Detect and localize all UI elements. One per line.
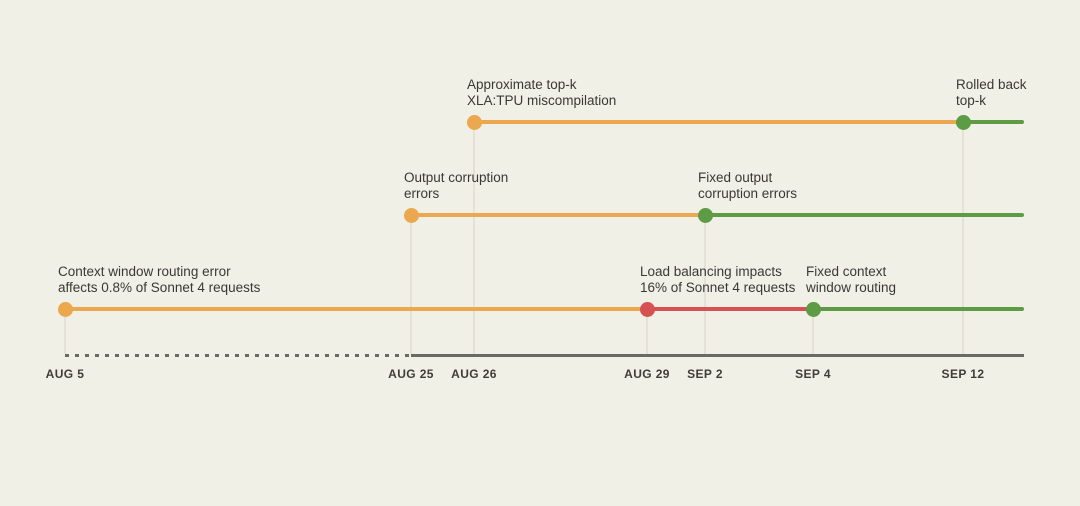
event-label-line: Output corruption bbox=[404, 170, 509, 185]
timeline-segment-incident bbox=[65, 307, 647, 311]
event-dot-resolved bbox=[805, 301, 821, 317]
event-label-line: 16% of Sonnet 4 requests bbox=[640, 279, 796, 295]
event-label-line: corruption errors bbox=[698, 185, 798, 201]
event-label-line: Approximate top-k bbox=[467, 77, 577, 92]
event-label-line: window routing bbox=[806, 279, 897, 295]
event-dropline bbox=[646, 309, 648, 354]
event-label-line: top-k bbox=[956, 92, 987, 108]
event-dropline bbox=[704, 215, 706, 354]
event-label-line: Load balancing impacts bbox=[640, 264, 782, 279]
event-dropline bbox=[473, 122, 475, 354]
event-label: Context window routing error affects 0.8%… bbox=[58, 264, 260, 295]
timeline-segment-resolved bbox=[813, 307, 1024, 311]
axis-tick-label: SEP 4 bbox=[795, 367, 831, 381]
event-label-line: errors bbox=[404, 185, 440, 201]
event-dropline bbox=[64, 309, 66, 354]
timeline-segment-degradation bbox=[647, 307, 813, 311]
axis-line-solid bbox=[411, 354, 1024, 357]
event-label: Approximate top-k XLA:TPU miscompilation bbox=[467, 77, 616, 108]
event-dropline bbox=[962, 122, 964, 354]
event-label: Output corruption errors bbox=[404, 170, 508, 201]
axis-tick-label: AUG 5 bbox=[45, 367, 85, 381]
axis-tick-label: SEP 2 bbox=[687, 367, 723, 381]
axis-tick-label: AUG 29 bbox=[624, 367, 670, 381]
event-dot-incident bbox=[57, 301, 73, 317]
timeline-segment-incident bbox=[411, 213, 705, 217]
event-label: Load balancing impacts 16% of Sonnet 4 re… bbox=[640, 264, 795, 295]
event-label: Rolled back top-k bbox=[956, 77, 1027, 108]
event-dot-resolved bbox=[697, 207, 713, 223]
event-label: Fixed context window routing bbox=[806, 264, 896, 295]
event-label-line: Context window routing error bbox=[58, 264, 231, 279]
timeline-segment-resolved bbox=[963, 120, 1024, 124]
event-label-line: Rolled back bbox=[956, 77, 1027, 92]
event-label-line: Fixed output bbox=[698, 170, 773, 185]
timeline-segment-resolved bbox=[705, 213, 1024, 217]
event-label: Fixed output corruption errors bbox=[698, 170, 797, 201]
event-label-line: affects 0.8% of Sonnet 4 requests bbox=[58, 279, 261, 295]
event-dot-resolved bbox=[955, 114, 971, 130]
event-label-line: XLA:TPU miscompilation bbox=[467, 92, 617, 108]
event-dot-incident bbox=[466, 114, 482, 130]
event-dot-degradation bbox=[639, 301, 655, 317]
event-dropline bbox=[812, 309, 814, 354]
timeline-segment-incident bbox=[474, 120, 963, 124]
event-dot-incident bbox=[403, 207, 419, 223]
axis-tick-label: AUG 25 bbox=[388, 367, 434, 381]
event-label-line: Fixed context bbox=[806, 264, 887, 279]
axis-tick-label: SEP 12 bbox=[941, 367, 985, 381]
event-dropline bbox=[410, 215, 412, 354]
axis-line-dashed bbox=[65, 354, 411, 357]
axis-tick-label: AUG 26 bbox=[451, 367, 497, 381]
